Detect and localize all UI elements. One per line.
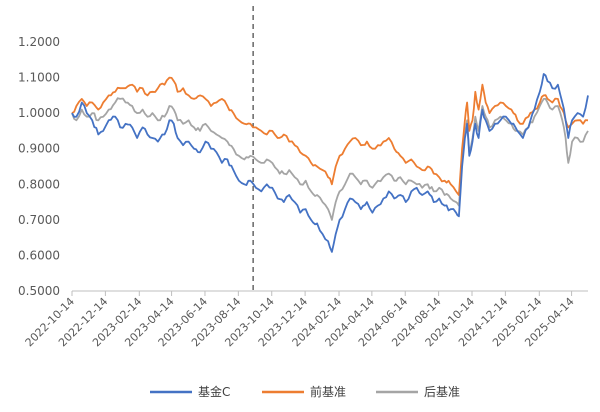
y-tick-label: 1.1000 [18, 71, 60, 85]
x-axis-ticks: 2022-10-142022-12-142023-02-142023-04-14… [23, 291, 577, 349]
series-line-1 [71, 76, 589, 196]
legend-label: 前基准 [310, 384, 346, 399]
legend-label: 后基准 [424, 385, 460, 399]
legend: 基金C 前基准 后基准 [150, 384, 460, 399]
series-lines [71, 73, 589, 253]
y-tick-label: 0.9000 [18, 142, 60, 156]
y-tick-label: 0.8000 [18, 177, 60, 191]
y-tick-label: 0.7000 [18, 213, 60, 227]
y-tick-label: 0.5000 [18, 284, 60, 298]
y-axis-ticks: 0.5000 0.6000 0.7000 0.8000 0.9000 1.0000 1.10… [18, 35, 60, 298]
legend-label: 基金C [198, 384, 230, 399]
series-line-0 [71, 73, 589, 253]
y-tick-label: 0.6000 [18, 248, 60, 262]
series-line-2 [71, 97, 589, 221]
y-tick-label: 1.0000 [18, 106, 60, 120]
y-tick-label: 1.2000 [18, 35, 60, 49]
